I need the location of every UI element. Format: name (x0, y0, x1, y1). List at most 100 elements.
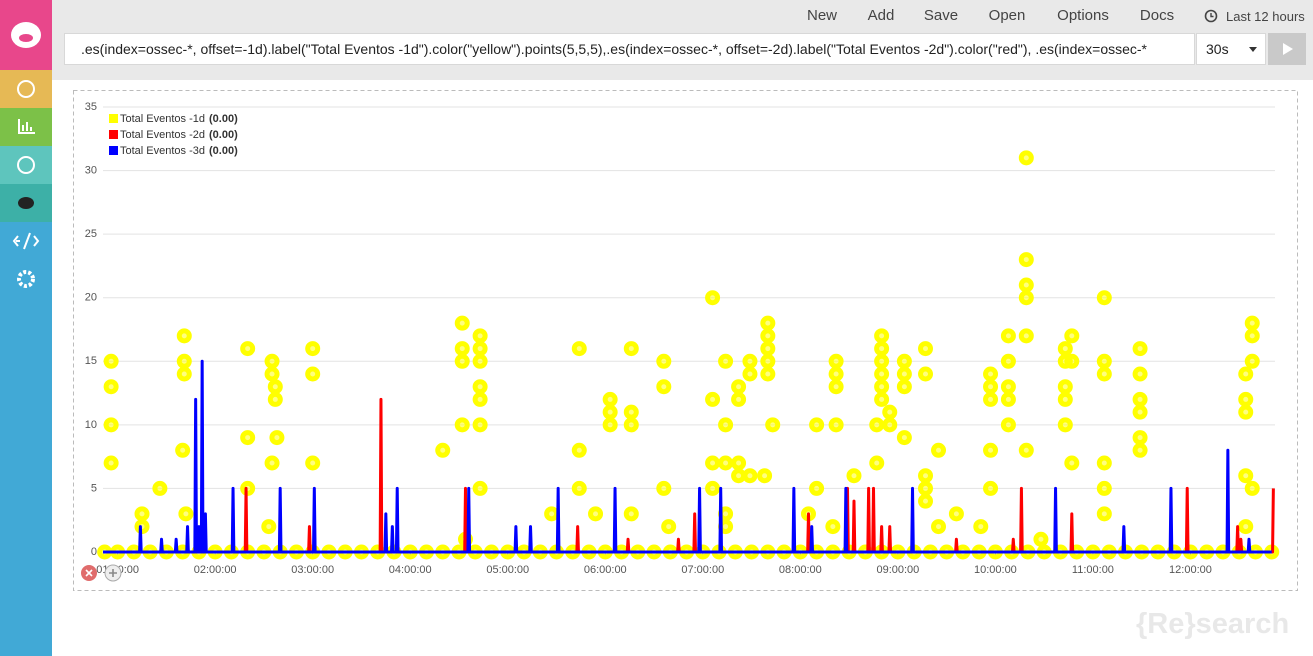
point (896, 366, 912, 382)
point (1096, 353, 1112, 369)
point (1132, 442, 1148, 458)
legend-value: (0.00) (209, 145, 238, 157)
settings-icon[interactable] (17, 270, 35, 288)
dashboard-tile[interactable] (0, 146, 52, 184)
point (1132, 341, 1148, 357)
point (264, 455, 280, 471)
legend-value: (0.00) (209, 113, 238, 125)
point (973, 519, 989, 535)
query-input[interactable]: .es(index=ossec-*, offset=-1d).label("To… (64, 33, 1195, 65)
point (874, 328, 890, 344)
point (1238, 404, 1254, 420)
point (1000, 417, 1016, 433)
point (264, 353, 280, 369)
point (623, 404, 639, 420)
point (1244, 315, 1260, 331)
x-tick-label: 06:00:00 (584, 564, 627, 576)
point (869, 417, 885, 433)
point (742, 366, 758, 382)
legend-label: Total Eventos -1d (120, 113, 205, 125)
point (874, 341, 890, 357)
point (882, 404, 898, 420)
point (152, 480, 168, 496)
point (1132, 366, 1148, 382)
menu-open[interactable]: Open (988, 7, 1026, 24)
legend-swatch (109, 146, 118, 155)
point (178, 506, 194, 522)
point (656, 379, 672, 395)
point (983, 442, 999, 458)
point (869, 455, 885, 471)
point (1244, 353, 1260, 369)
y-tick-label: 10 (85, 419, 97, 431)
point (809, 480, 825, 496)
chart-frame (73, 90, 1298, 591)
menu-new[interactable]: New (806, 7, 838, 24)
timelion-icon (18, 197, 34, 209)
x-tick-label: 09:00:00 (876, 564, 919, 576)
dropdown-arrow (1249, 47, 1257, 52)
point (1018, 150, 1034, 166)
menu-options[interactable]: Options (1057, 7, 1109, 24)
point (1096, 290, 1112, 306)
point (1238, 391, 1254, 407)
y-tick-label: 25 (85, 228, 97, 240)
point (472, 417, 488, 433)
point (454, 341, 470, 357)
x-tick-label: 08:00:00 (779, 564, 822, 576)
point (983, 379, 999, 395)
point (1096, 506, 1112, 522)
y-tick-label: 20 (85, 292, 97, 304)
dashboard-icon (17, 156, 35, 174)
time-range[interactable]: Last 12 hours (1226, 9, 1305, 24)
point (454, 353, 470, 369)
point (544, 506, 560, 522)
point (874, 353, 890, 369)
point (134, 519, 150, 535)
logo-mouth (19, 34, 33, 42)
point (588, 506, 604, 522)
point (623, 417, 639, 433)
menu-save[interactable]: Save (923, 7, 959, 24)
x-tick-label: 07:00:00 (681, 564, 724, 576)
point (1057, 341, 1073, 357)
point (454, 315, 470, 331)
point (828, 366, 844, 382)
point (760, 315, 776, 331)
point (103, 353, 119, 369)
interval-select[interactable]: 30s (1196, 33, 1266, 65)
y-tick-label: 35 (85, 101, 97, 113)
point (918, 366, 934, 382)
point (931, 519, 947, 535)
point (1238, 468, 1254, 484)
watermark: {Re}search (1136, 608, 1290, 640)
point (731, 379, 747, 395)
point (874, 391, 890, 407)
discover-tile[interactable] (0, 70, 52, 108)
point (1000, 353, 1016, 369)
chart: 0510152025303501:00:0002:00:0003:00:0004… (73, 90, 1298, 591)
point (705, 391, 721, 407)
point (718, 353, 734, 369)
x-tick-label: 04:00:00 (389, 564, 432, 576)
point (261, 519, 277, 535)
point (1244, 480, 1260, 496)
point (757, 468, 773, 484)
devtools-icon[interactable] (12, 232, 40, 250)
point (602, 404, 618, 420)
legend-swatch (109, 130, 118, 139)
point (809, 417, 825, 433)
point (918, 341, 934, 357)
point (896, 379, 912, 395)
remove-icon (85, 569, 93, 577)
point (825, 519, 841, 535)
run-button[interactable] (1268, 33, 1306, 65)
point (472, 353, 488, 369)
menu-docs[interactable]: Docs (1139, 7, 1175, 24)
point (983, 480, 999, 496)
point (948, 506, 964, 522)
menu-add[interactable]: Add (867, 7, 895, 24)
point (623, 341, 639, 357)
point (175, 442, 191, 458)
legend-swatch (109, 114, 118, 123)
